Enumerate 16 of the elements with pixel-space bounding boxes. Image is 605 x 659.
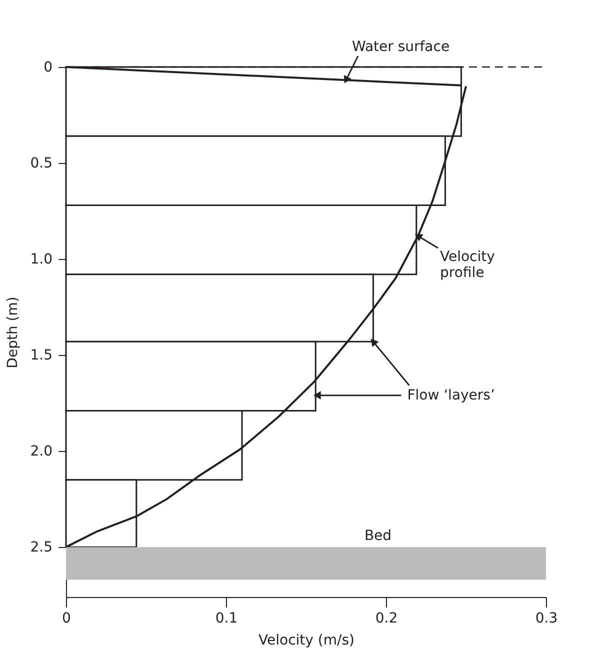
x-tick-label: 0 <box>62 610 71 626</box>
y-axis-title: Depth (m) <box>5 296 22 368</box>
x-tick-label: 0.2 <box>375 610 398 626</box>
annotation: Water surface <box>352 39 450 56</box>
x-tick-label: 0.1 <box>215 610 238 626</box>
y-tick-label: 0 <box>44 60 52 76</box>
y-tick-label: 2.5 <box>30 540 52 556</box>
x-tick-label: 0.3 <box>535 610 558 626</box>
band-label: Bed <box>364 528 392 544</box>
y-tick-label: 1.0 <box>30 252 52 268</box>
y-tick-label: 0.5 <box>30 156 52 172</box>
annotation: Flow ‘layers’ <box>407 387 495 404</box>
y-tick-label: 2.0 <box>30 444 52 460</box>
y-tick-label: 1.5 <box>30 348 52 364</box>
x-axis-title: Velocity (m/s) <box>258 632 354 648</box>
annotation: Velocity profile <box>440 248 495 281</box>
